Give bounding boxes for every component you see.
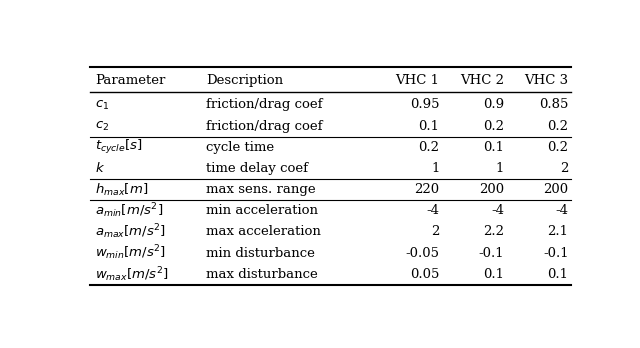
Text: 0.2: 0.2 — [483, 120, 504, 133]
Text: max disturbance: max disturbance — [207, 268, 318, 281]
Text: 2.2: 2.2 — [483, 226, 504, 238]
Text: 200: 200 — [543, 183, 568, 196]
Text: friction/drag coef: friction/drag coef — [207, 98, 323, 111]
Text: -0.1: -0.1 — [543, 247, 568, 260]
Text: 0.2: 0.2 — [419, 141, 440, 154]
Text: $a_{max}[m/s^2]$: $a_{max}[m/s^2]$ — [95, 223, 166, 241]
Text: VHC 1: VHC 1 — [396, 74, 440, 87]
Text: time delay coef: time delay coef — [207, 162, 308, 175]
Text: $w_{max}[m/s^2]$: $w_{max}[m/s^2]$ — [95, 265, 169, 284]
Text: $c_2$: $c_2$ — [95, 120, 109, 133]
Text: $k$: $k$ — [95, 161, 105, 175]
Text: VHC 2: VHC 2 — [460, 74, 504, 87]
Text: cycle time: cycle time — [207, 141, 275, 154]
Text: 2.1: 2.1 — [548, 226, 568, 238]
Text: min acceleration: min acceleration — [207, 204, 319, 217]
Text: $h_{max}[m]$: $h_{max}[m]$ — [95, 182, 148, 198]
Text: -4: -4 — [427, 204, 440, 217]
Text: VHC 3: VHC 3 — [524, 74, 568, 87]
Text: 0.1: 0.1 — [419, 120, 440, 133]
Text: min disturbance: min disturbance — [207, 247, 316, 260]
Text: max sens. range: max sens. range — [207, 183, 316, 196]
Text: 0.05: 0.05 — [410, 268, 440, 281]
Text: -0.05: -0.05 — [406, 247, 440, 260]
Text: Description: Description — [207, 74, 284, 87]
Text: -0.1: -0.1 — [479, 247, 504, 260]
Text: 200: 200 — [479, 183, 504, 196]
Text: 2: 2 — [431, 226, 440, 238]
Text: 0.95: 0.95 — [410, 98, 440, 111]
Text: 0.2: 0.2 — [548, 141, 568, 154]
Text: 0.85: 0.85 — [539, 98, 568, 111]
Text: 2: 2 — [560, 162, 568, 175]
Text: friction/drag coef: friction/drag coef — [207, 120, 323, 133]
Text: $a_{min}[m/s^2]$: $a_{min}[m/s^2]$ — [95, 201, 163, 220]
Text: -4: -4 — [491, 204, 504, 217]
Text: Parameter: Parameter — [95, 74, 165, 87]
Text: -4: -4 — [556, 204, 568, 217]
Text: 1: 1 — [431, 162, 440, 175]
Text: 1: 1 — [496, 162, 504, 175]
Text: 220: 220 — [415, 183, 440, 196]
Text: max acceleration: max acceleration — [207, 226, 321, 238]
Text: $c_1$: $c_1$ — [95, 98, 109, 111]
Text: $w_{min}[m/s^2]$: $w_{min}[m/s^2]$ — [95, 244, 166, 262]
Text: $t_{cycle}[s]$: $t_{cycle}[s]$ — [95, 138, 143, 156]
Text: 0.1: 0.1 — [483, 268, 504, 281]
Text: 0.1: 0.1 — [548, 268, 568, 281]
Text: 0.2: 0.2 — [548, 120, 568, 133]
Text: 0.1: 0.1 — [483, 141, 504, 154]
Text: 0.9: 0.9 — [483, 98, 504, 111]
